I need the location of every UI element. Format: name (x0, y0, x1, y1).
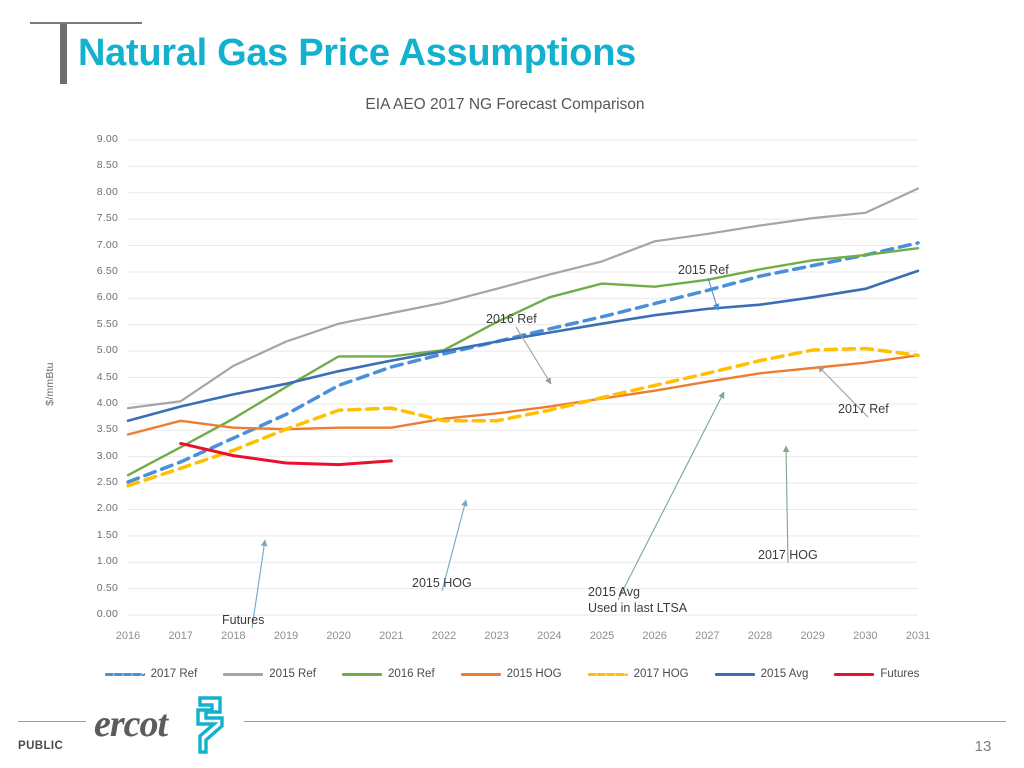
title-accent-bar (60, 24, 67, 84)
legend-swatch (223, 672, 264, 676)
legend-swatch (341, 672, 382, 676)
series-line (126, 246, 920, 477)
legend-item[interactable]: 2015 HOG (460, 668, 562, 680)
series-line (126, 241, 920, 484)
series-lines (126, 187, 920, 488)
legend-label: 2015 Ref (269, 668, 316, 680)
x-axis-tick-label: 2031 (905, 630, 931, 642)
x-axis-tick-label: 2027 (695, 630, 720, 642)
x-axis-tick-label: 2029 (800, 630, 825, 642)
legend-swatch (104, 672, 145, 676)
y-axis-tick-label: 1.00 (96, 555, 118, 568)
public-label: PUBLIC (18, 740, 64, 752)
x-axis-tick-label: 2023 (484, 630, 509, 642)
annotation-label: Futures (222, 613, 265, 627)
footer-rule-right (244, 721, 1006, 722)
legend-item[interactable]: Futures (834, 668, 919, 680)
annotation-arrows (251, 277, 869, 629)
y-axis-tick-label: 5.50 (96, 317, 118, 330)
y-axis-tick-label: 3.00 (96, 449, 118, 462)
annotation-label: 2015 HOG (412, 576, 472, 590)
ercot-wordmark: ercot (94, 703, 168, 745)
title-block: Natural Gas Price Assumptions (30, 22, 730, 88)
legend-swatch (460, 672, 501, 676)
series-line (126, 269, 920, 423)
y-axis-tick-label: 4.50 (96, 370, 118, 383)
legend-item[interactable]: 2017 Ref (104, 668, 198, 680)
y-axis-tick-label: 2.50 (96, 476, 118, 489)
annotation-leader-line (707, 277, 720, 311)
legend-item[interactable]: 2016 Ref (341, 668, 435, 680)
y-axis-tick-label: 7.00 (96, 238, 118, 251)
y-axis-tick-label: 7.50 (96, 212, 118, 225)
legend-item[interactable]: 2015 Avg (714, 668, 809, 680)
chart-container: EIA AEO 2017 NG Forecast Comparison $/mm… (0, 88, 1024, 698)
legend-swatch (587, 672, 628, 676)
annotation-label: 2017 HOG (758, 548, 818, 562)
y-axis-tick-label: 0.50 (96, 581, 118, 594)
legend-label: 2017 Ref (150, 668, 198, 680)
x-axis-tick-label: 2022 (431, 630, 457, 642)
y-axis-tick-label: 6.00 (96, 291, 118, 304)
y-axis-tick-label: 8.00 (96, 185, 118, 198)
x-axis-tick-label: 2020 (326, 630, 351, 642)
legend-swatch (834, 672, 875, 676)
x-axis-tick-label: 2016 (115, 630, 141, 642)
x-axis-tick-label: 2021 (379, 630, 404, 642)
x-axis-tick-label: 2019 (273, 630, 299, 642)
legend-label: 2017 HOG (633, 668, 689, 680)
gridlines (128, 139, 918, 616)
annotation-leader-line (817, 365, 869, 418)
x-axis-tick-label: 2025 (589, 630, 615, 642)
annotation-label: 2015 Avg Used in last LTSA (588, 585, 688, 615)
annotation-label: 2017 Ref (838, 402, 889, 416)
annotation-leader-line (782, 445, 790, 564)
y-axis-tick-label: 0.00 (96, 608, 118, 620)
legend-item[interactable]: 2017 HOG (587, 668, 689, 680)
series-line (179, 441, 393, 467)
x-axis-tick-label: 2030 (853, 630, 878, 642)
y-axis-tick-label: 4.00 (96, 396, 118, 409)
chart-title: EIA AEO 2017 NG Forecast Comparison (0, 96, 1024, 114)
legend-item[interactable]: 2015 Ref (223, 668, 316, 680)
annotation-leader-line (515, 326, 552, 385)
annotation-leader-line (617, 391, 725, 601)
series-line (126, 187, 920, 410)
y-axis-tick-label: 1.50 (96, 528, 118, 541)
chart-plot (126, 139, 920, 629)
annotation-label: 2015 Ref (678, 263, 729, 277)
ercot-logo: ercot (94, 696, 234, 754)
legend-label: 2016 Ref (387, 668, 435, 680)
x-axis-tick-label: 2024 (537, 630, 562, 642)
x-axis-tick-label: 2018 (221, 630, 246, 642)
chart-title-text: EIA AEO 2017 NG Forecast Comparison (365, 96, 645, 113)
x-axis-tick-label: 2017 (168, 630, 193, 642)
page-title: Natural Gas Price Assumptions (78, 32, 636, 74)
annotation-label: 2016 Ref (486, 312, 537, 326)
legend-label: Futures (880, 668, 920, 680)
series-line (126, 354, 920, 436)
x-axis-tick-label: 2026 (642, 630, 667, 642)
x-axis-tick-label: 2028 (747, 630, 773, 642)
footer-rule-left (18, 721, 86, 722)
legend-label: 2015 HOG (506, 668, 562, 680)
title-top-rule (30, 22, 142, 24)
y-axis-tick-label: 3.50 (96, 423, 118, 436)
y-axis-tick-label: 8.50 (96, 159, 118, 172)
y-axis-tick-label: 2.00 (96, 502, 118, 515)
chart-legend: 2017 Ref 2015 Ref 2016 Ref 2015 HOG 2017 HOG… (0, 668, 1024, 680)
y-axis-tick-label: 9.00 (96, 133, 118, 145)
page-number: 13 (974, 738, 992, 755)
y-axis-tick-label: 5.00 (96, 344, 118, 357)
annotation-leader-line (441, 499, 468, 592)
lightning-bolt-icon (196, 696, 224, 754)
annotation-leader-line (251, 539, 268, 629)
legend-swatch (714, 672, 755, 676)
y-axis-tick-label: 6.50 (96, 264, 118, 277)
legend-label: 2015 Avg (760, 668, 809, 680)
